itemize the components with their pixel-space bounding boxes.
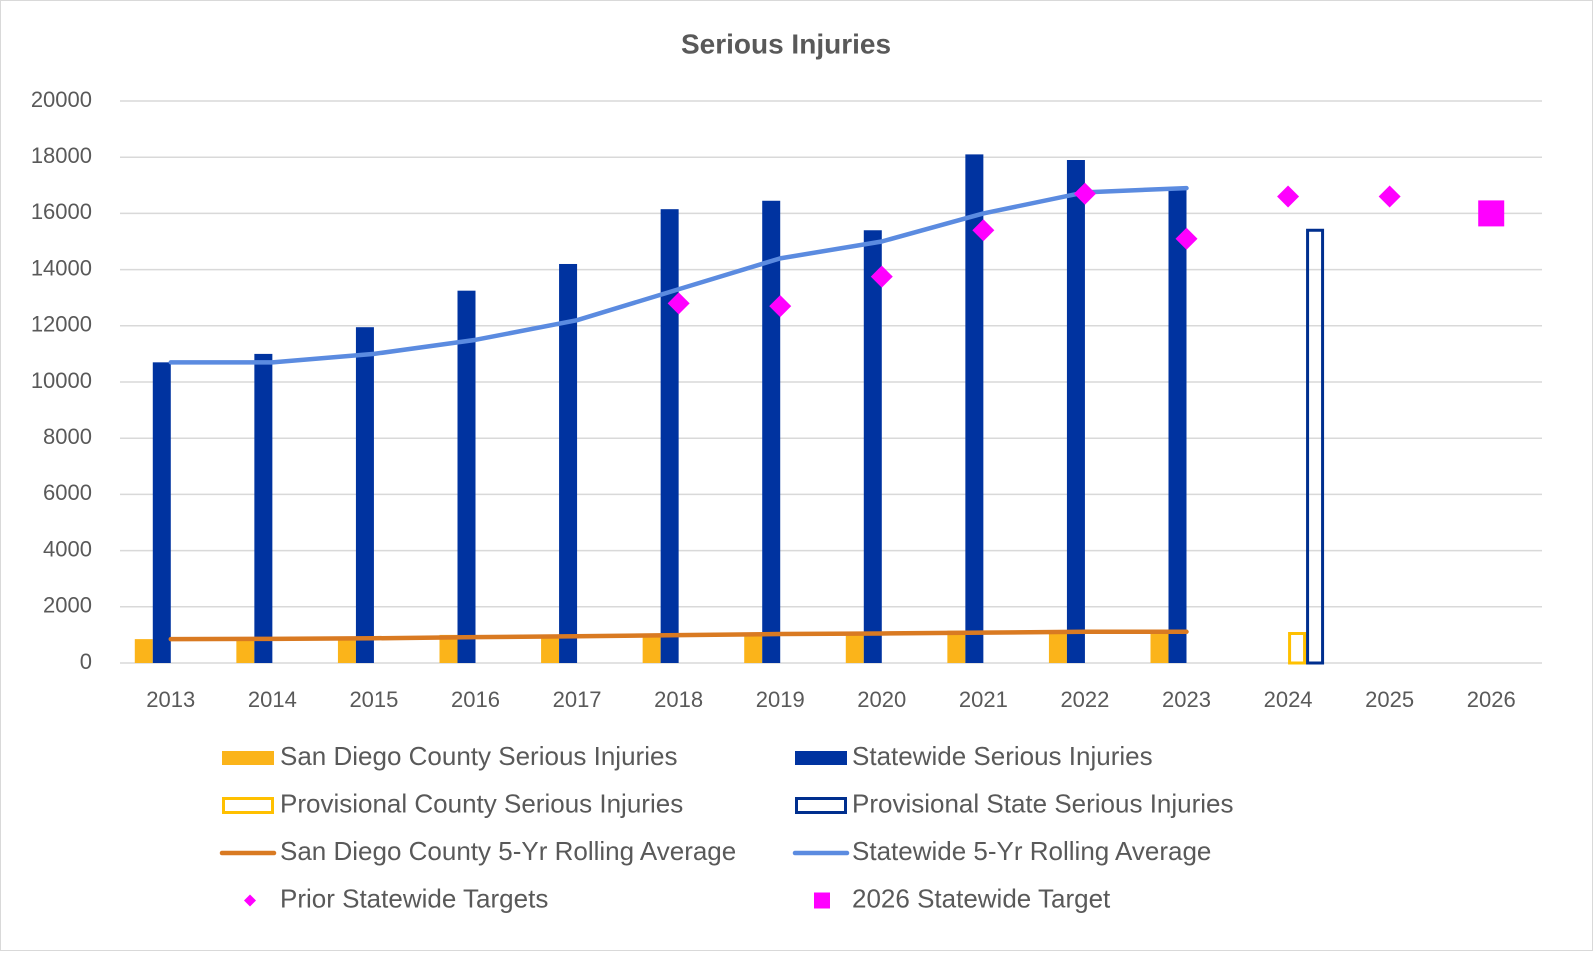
bar [642, 633, 661, 663]
bar [134, 639, 153, 663]
bar [337, 637, 356, 663]
y-tick-label: 0 [80, 649, 92, 674]
bar [1150, 632, 1169, 663]
x-tick-label: 2022 [1060, 687, 1109, 712]
legend-swatch [222, 751, 274, 765]
bar [863, 230, 882, 663]
x-tick-label: 2019 [756, 687, 805, 712]
y-tick-label: 12000 [31, 312, 92, 337]
legend-swatch [244, 894, 256, 907]
y-tick-label: 16000 [31, 199, 92, 224]
bar [762, 200, 781, 663]
legend-label: Statewide 5-Yr Rolling Average [852, 836, 1211, 866]
legend-swatch [814, 892, 830, 909]
legend-swatch [795, 751, 847, 765]
bar [845, 633, 864, 663]
x-tick-label: 2020 [857, 687, 906, 712]
x-tick-label: 2024 [1264, 687, 1313, 712]
bar [1168, 188, 1187, 664]
x-tick-label: 2021 [959, 687, 1008, 712]
line [168, 185, 1189, 365]
bar [152, 362, 171, 663]
legend-label: Provisional State Serious Injuries [852, 788, 1234, 818]
bar [1288, 631, 1307, 665]
y-tick-label: 4000 [43, 536, 92, 561]
legend-label: Statewide Serious Injuries [852, 741, 1153, 771]
x-tick-label: 2015 [349, 687, 398, 712]
marker [1378, 185, 1401, 208]
x-tick-label: 2013 [146, 687, 195, 712]
bar [355, 327, 374, 663]
bar [947, 630, 966, 663]
y-tick-label: 8000 [43, 424, 92, 449]
legend-label: San Diego County Serious Injuries [280, 741, 677, 771]
x-tick-label: 2017 [553, 687, 602, 712]
bar [254, 353, 273, 663]
x-tick-label: 2023 [1162, 687, 1211, 712]
bar [744, 633, 763, 663]
x-tick-label: 2014 [248, 687, 297, 712]
bar [457, 290, 476, 663]
chart-title: Serious Injuries [681, 28, 891, 59]
x-tick-label: 2026 [1467, 687, 1516, 712]
marker [667, 292, 690, 315]
marker [1277, 185, 1300, 208]
bar [1066, 160, 1085, 663]
marker [769, 295, 792, 318]
y-tick-label: 20000 [31, 87, 92, 112]
legend-label: Provisional County Serious Injuries [280, 788, 683, 818]
legend-swatch [222, 797, 274, 814]
line [168, 629, 1189, 642]
y-tick-label: 14000 [31, 255, 92, 280]
bar [1306, 228, 1325, 665]
legend-label: 2026 Statewide Target [852, 883, 1111, 913]
marker [1478, 200, 1505, 227]
y-tick-label: 6000 [43, 480, 92, 505]
y-tick-label: 2000 [43, 593, 92, 618]
legend-label: San Diego County 5-Yr Rolling Average [280, 836, 736, 866]
marker [870, 265, 893, 288]
bar [541, 636, 560, 663]
y-tick-label: 10000 [31, 368, 92, 393]
bar [559, 263, 578, 663]
legend-label: Prior Statewide Targets [280, 883, 548, 913]
bar [660, 209, 679, 663]
legend-swatch [795, 797, 847, 814]
bar [1048, 632, 1067, 663]
x-tick-label: 2016 [451, 687, 500, 712]
marker [972, 219, 995, 242]
x-tick-label: 2018 [654, 687, 703, 712]
y-tick-label: 18000 [31, 143, 92, 168]
marker [1175, 227, 1198, 250]
x-tick-label: 2025 [1365, 687, 1414, 712]
bar [965, 154, 984, 663]
marker [1073, 182, 1096, 205]
bar [236, 638, 255, 663]
bar [439, 634, 458, 663]
